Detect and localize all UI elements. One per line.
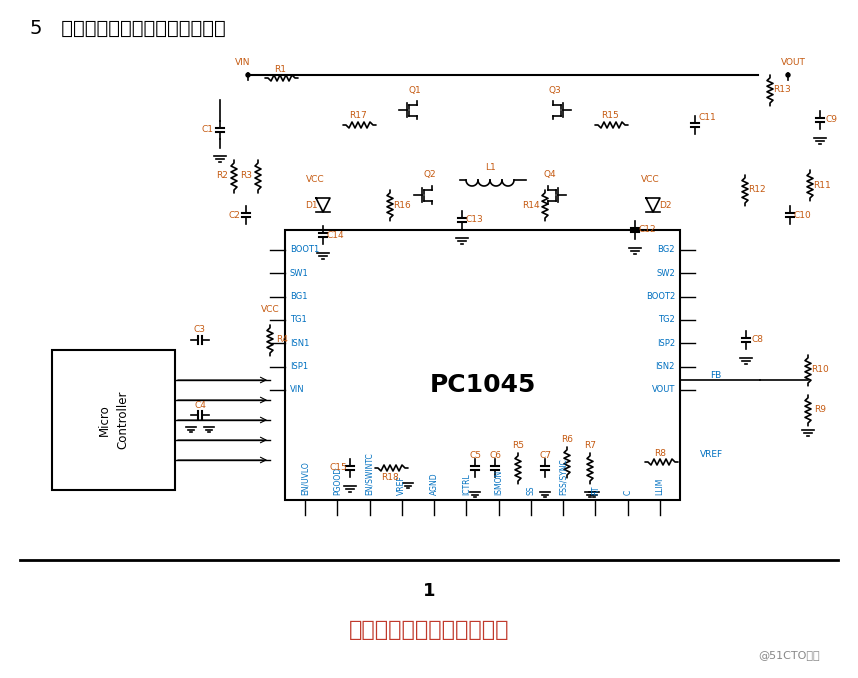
- Text: C: C: [623, 490, 632, 495]
- Text: PC1045: PC1045: [429, 373, 535, 397]
- Text: 5   升降压典型应用电路与转换效率: 5 升降压典型应用电路与转换效率: [30, 18, 226, 37]
- Text: R15: R15: [601, 111, 619, 121]
- Bar: [285, 230, 680, 500]
- Text: VCC: VCC: [261, 305, 280, 314]
- Text: ISMON: ISMON: [494, 470, 503, 495]
- Text: TG1: TG1: [290, 315, 307, 325]
- Text: R4: R4: [276, 336, 288, 344]
- Text: FSS/SYNC: FSS/SYNC: [559, 458, 568, 495]
- Text: ISN2: ISN2: [656, 362, 675, 371]
- Text: R17: R17: [349, 111, 367, 121]
- Text: LLIM: LLIM: [656, 477, 664, 495]
- Text: R13: R13: [773, 85, 791, 94]
- Text: R10: R10: [811, 365, 829, 374]
- Text: C1: C1: [202, 125, 214, 134]
- Text: C12: C12: [638, 226, 656, 235]
- Text: BOOT1: BOOT1: [290, 245, 319, 254]
- Text: R8: R8: [654, 449, 666, 458]
- Text: R12: R12: [748, 186, 766, 195]
- Text: C14: C14: [326, 231, 344, 239]
- Text: ICTRL: ICTRL: [462, 473, 471, 495]
- Text: C6: C6: [489, 452, 501, 460]
- Text: 深圳集芯微电科技有限公司: 深圳集芯微电科技有限公司: [348, 620, 510, 640]
- Text: C11: C11: [698, 113, 716, 121]
- Text: @51CTO博客: @51CTO博客: [758, 650, 820, 660]
- Text: AGND: AGND: [430, 473, 438, 495]
- Text: 1: 1: [423, 582, 435, 600]
- Text: VREF: VREF: [700, 450, 723, 459]
- Text: ISP2: ISP2: [657, 339, 675, 348]
- Text: VOUT: VOUT: [651, 386, 675, 395]
- Text: C3: C3: [194, 325, 206, 334]
- Text: ISN1: ISN1: [290, 339, 310, 348]
- Text: TG2: TG2: [658, 315, 675, 325]
- Text: ISP1: ISP1: [290, 362, 308, 371]
- Text: R6: R6: [561, 435, 573, 445]
- Text: PGOOD: PGOOD: [333, 467, 341, 495]
- Text: BOOT2: BOOT2: [646, 292, 675, 301]
- Text: Q2: Q2: [424, 170, 437, 180]
- Text: L1: L1: [485, 163, 495, 172]
- Text: R11: R11: [813, 180, 831, 189]
- Text: C9: C9: [826, 115, 838, 125]
- Text: Q4: Q4: [544, 170, 556, 180]
- Text: Q1: Q1: [408, 85, 421, 94]
- Text: R5: R5: [512, 441, 524, 450]
- Text: Micro
Controller: Micro Controller: [98, 391, 129, 450]
- Text: EN/SWINTC: EN/SWINTC: [365, 452, 374, 495]
- Circle shape: [246, 73, 250, 77]
- Text: C8: C8: [752, 336, 764, 344]
- Text: C5: C5: [469, 452, 481, 460]
- Text: VCC: VCC: [641, 175, 659, 184]
- Text: SW1: SW1: [290, 269, 309, 278]
- Text: BG2: BG2: [657, 245, 675, 254]
- Text: R7: R7: [584, 441, 596, 450]
- Text: EN/UVLO: EN/UVLO: [300, 461, 310, 495]
- Text: RT: RT: [591, 485, 600, 495]
- Text: Q3: Q3: [548, 85, 561, 94]
- Text: SS: SS: [527, 485, 535, 495]
- Text: R9: R9: [814, 405, 826, 414]
- Bar: [52, 350, 175, 490]
- Text: R1: R1: [274, 64, 286, 73]
- Text: SW2: SW2: [656, 269, 675, 278]
- Text: FB: FB: [710, 371, 722, 380]
- Circle shape: [786, 73, 790, 77]
- Text: D2: D2: [659, 201, 671, 210]
- Text: C4: C4: [194, 401, 206, 410]
- Text: R14: R14: [523, 201, 540, 210]
- Text: BG1: BG1: [290, 292, 307, 301]
- Text: R18: R18: [381, 473, 399, 481]
- Text: VOUT: VOUT: [781, 58, 806, 67]
- Text: VIN: VIN: [235, 58, 251, 67]
- Text: C13: C13: [465, 216, 483, 224]
- Text: R2: R2: [216, 170, 228, 180]
- Text: VIN: VIN: [290, 386, 305, 395]
- Text: C10: C10: [793, 210, 811, 220]
- Text: C15: C15: [329, 464, 347, 473]
- Text: D1: D1: [305, 201, 317, 210]
- Text: C2: C2: [228, 210, 240, 220]
- Text: C7: C7: [539, 452, 551, 460]
- Text: R16: R16: [393, 201, 411, 210]
- Text: VCC: VCC: [305, 175, 324, 184]
- Text: R3: R3: [240, 170, 252, 180]
- Text: VREF: VREF: [397, 475, 407, 495]
